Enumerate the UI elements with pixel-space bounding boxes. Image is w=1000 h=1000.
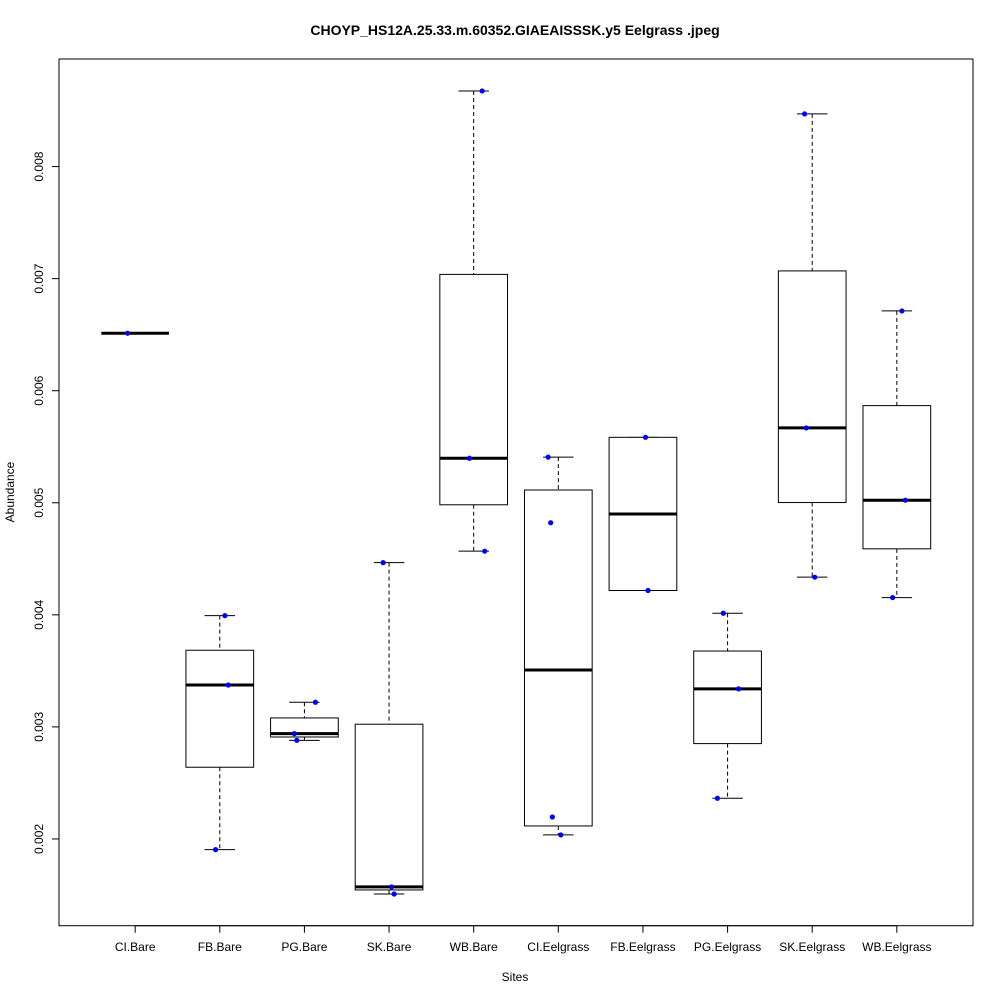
y-tick-label: 0.003	[32, 712, 46, 742]
x-tick-label: CI.Eelgrass	[527, 940, 589, 954]
box-fb-bare	[185, 613, 255, 853]
data-point	[812, 574, 818, 580]
x-tick-label: WB.Bare	[450, 940, 498, 954]
x-tick-label: SK.Eelgrass	[779, 940, 845, 954]
x-axis-title: Sites	[502, 970, 529, 984]
y-tick-label: 0.007	[32, 263, 46, 293]
x-tick-label: PG.Eelgrass	[694, 940, 761, 954]
data-point	[549, 814, 555, 820]
data-point	[899, 308, 905, 314]
box-fb-eelgrass	[608, 434, 678, 594]
boxes	[101, 88, 932, 897]
data-point	[388, 884, 395, 890]
y-axis: 0.002 0.003 0.004 0.005 0.006 0.007 0.008	[32, 151, 60, 854]
box-pg-eelgrass	[693, 610, 762, 801]
iqr-box	[523, 489, 593, 827]
data-point	[479, 88, 485, 94]
data-point	[801, 111, 808, 117]
data-point	[222, 613, 228, 619]
chart-title: CHOYP_HS12A.25.33.m.60352.GIAEAISSSK.y5 …	[310, 22, 719, 38]
x-tick-label: FB.Eelgrass	[610, 940, 675, 954]
x-tick-label: SK.Bare	[367, 940, 412, 954]
data-point	[714, 795, 721, 801]
data-point	[902, 497, 908, 503]
box-ci-bare	[101, 330, 170, 336]
data-point	[312, 699, 319, 705]
data-point	[645, 587, 651, 594]
box-wb-bare	[439, 88, 509, 554]
box-pg-bare	[270, 699, 339, 743]
y-tick-label: 0.006	[32, 375, 46, 405]
data-point	[642, 434, 649, 440]
data-point	[391, 891, 397, 897]
y-tick-label: 0.008	[32, 151, 46, 181]
box-sk-eelgrass	[777, 111, 847, 580]
x-tick-label: PG.Bare	[281, 940, 327, 954]
y-tick-label: 0.005	[32, 487, 46, 517]
y-tick-label: 0.002	[32, 824, 46, 854]
data-point	[720, 610, 726, 616]
iqr-box	[354, 723, 424, 891]
data-point	[803, 425, 809, 431]
data-point	[124, 330, 131, 336]
data-point	[294, 737, 300, 743]
iqr-box	[185, 649, 255, 768]
iqr-box	[862, 405, 932, 550]
data-point	[548, 520, 554, 526]
box-ci-eelgrass	[523, 454, 593, 838]
data-point	[545, 454, 551, 460]
data-point	[890, 594, 896, 601]
data-point	[291, 731, 297, 737]
data-point	[380, 560, 386, 566]
data-point	[466, 455, 473, 461]
box-sk-bare	[354, 560, 424, 897]
iqr-box	[693, 650, 762, 745]
iqr-box	[439, 273, 509, 506]
data-point	[482, 548, 488, 554]
data-point	[558, 832, 564, 838]
data-point	[212, 847, 219, 853]
data-point	[735, 686, 742, 692]
x-tick-label: CI.Bare	[115, 940, 156, 954]
box-wb-eelgrass	[862, 308, 932, 601]
y-tick-label: 0.004	[32, 599, 46, 629]
x-axis: CI.Bare FB.Bare PG.Bare SK.Bare WB.Bare CI.Ee…	[115, 925, 932, 954]
iqr-box	[777, 270, 847, 504]
data-point	[225, 682, 231, 688]
y-axis-title: Abundance	[3, 461, 17, 522]
x-tick-label: FB.Bare	[198, 940, 242, 954]
x-tick-label: WB.Eelgrass	[862, 940, 931, 954]
